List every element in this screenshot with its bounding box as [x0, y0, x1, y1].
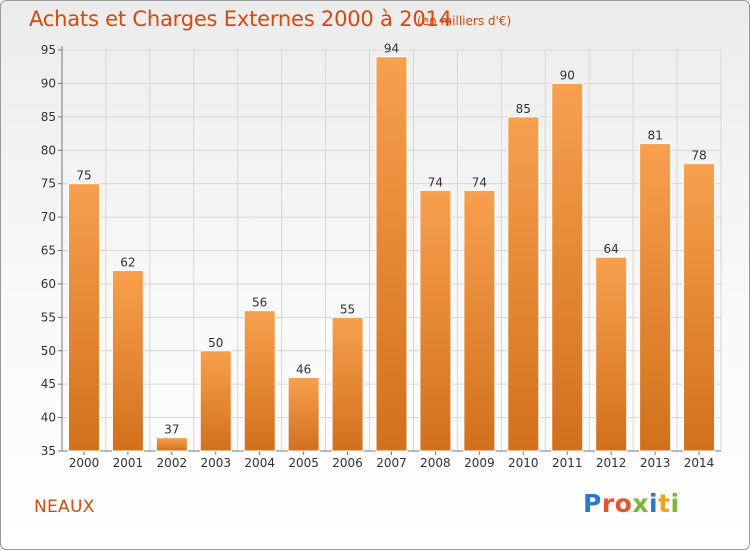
data-label: 50: [208, 336, 223, 350]
commune-name: NEAUX: [34, 497, 95, 517]
bar: [463, 189, 496, 452]
bar: [419, 189, 452, 452]
bar: [507, 116, 540, 452]
logo-letter: i: [649, 489, 659, 518]
y-tick-label: 80: [41, 143, 56, 157]
x-tick-label: 2002: [157, 456, 188, 470]
x-tick-label: 2014: [684, 456, 715, 470]
bar: [67, 183, 100, 452]
data-label: 56: [252, 296, 267, 310]
y-tick-label: 70: [41, 210, 56, 224]
logo-letter: o: [614, 489, 633, 518]
x-tick-label: 2012: [596, 456, 627, 470]
chart-subtitle: (en milliers d'€): [417, 14, 512, 28]
logo-letter: t: [658, 489, 671, 518]
x-tick-label: 2000: [69, 456, 100, 470]
bar: [551, 82, 584, 452]
data-label: 64: [604, 242, 619, 256]
logo-letter: P: [583, 489, 602, 518]
logo-letter: i: [670, 489, 680, 518]
data-label: 37: [164, 423, 179, 437]
x-tick-label: 2011: [552, 456, 583, 470]
data-label: 46: [296, 362, 311, 376]
bar: [155, 437, 188, 452]
y-tick-label: 55: [41, 310, 56, 324]
x-tick-label: 2005: [288, 456, 319, 470]
y-tick-label: 50: [41, 344, 56, 358]
data-labels: 75 62 37 50 56 46 55 94 74 74 85 90 64 81 78: [76, 42, 706, 437]
x-tick-label: 2010: [508, 456, 539, 470]
bar: [639, 143, 672, 452]
y-tick-label: 75: [41, 177, 56, 191]
data-label: 94: [384, 42, 399, 56]
y-tick-label: 85: [41, 110, 56, 124]
bar: [243, 310, 276, 452]
x-tick-label: 2004: [244, 456, 275, 470]
bar: [683, 163, 716, 452]
bar: [199, 350, 232, 452]
bar: [375, 56, 408, 452]
x-tick-label: 2009: [464, 456, 495, 470]
y-tick-label: 35: [41, 444, 56, 458]
data-label: 62: [120, 256, 135, 270]
data-label: 55: [340, 302, 355, 316]
data-label: 81: [647, 129, 662, 143]
bar: [331, 316, 364, 452]
x-tick-label: 2006: [332, 456, 363, 470]
logo-letter: r: [601, 489, 615, 518]
x-tick-label: 2003: [200, 456, 231, 470]
data-label: 85: [516, 102, 531, 116]
y-tick-label: 45: [41, 377, 56, 391]
y-tick-label: 60: [41, 277, 56, 291]
proxiti-logo: Proxiti: [583, 489, 680, 518]
logo-letter: x: [632, 489, 649, 518]
x-tick-label: 2001: [113, 456, 144, 470]
bar: [595, 256, 628, 452]
chart-title: Achats et Charges Externes 2000 à 2014: [29, 7, 452, 31]
y-tick-label: 95: [41, 43, 56, 57]
data-label: 74: [472, 175, 487, 189]
data-label: 78: [691, 149, 706, 163]
data-label: 74: [428, 175, 443, 189]
bar: [111, 270, 144, 452]
y-tick-label: 90: [41, 76, 56, 90]
data-label: 75: [76, 169, 91, 183]
y-tick-label: 40: [41, 411, 56, 425]
x-tick-label: 2013: [640, 456, 671, 470]
x-tick-label: 2008: [420, 456, 451, 470]
data-label: 90: [560, 68, 575, 82]
y-tick-label: 65: [41, 244, 56, 258]
bars: [67, 56, 716, 452]
bar: [287, 376, 320, 452]
x-tick-label: 2007: [376, 456, 407, 470]
